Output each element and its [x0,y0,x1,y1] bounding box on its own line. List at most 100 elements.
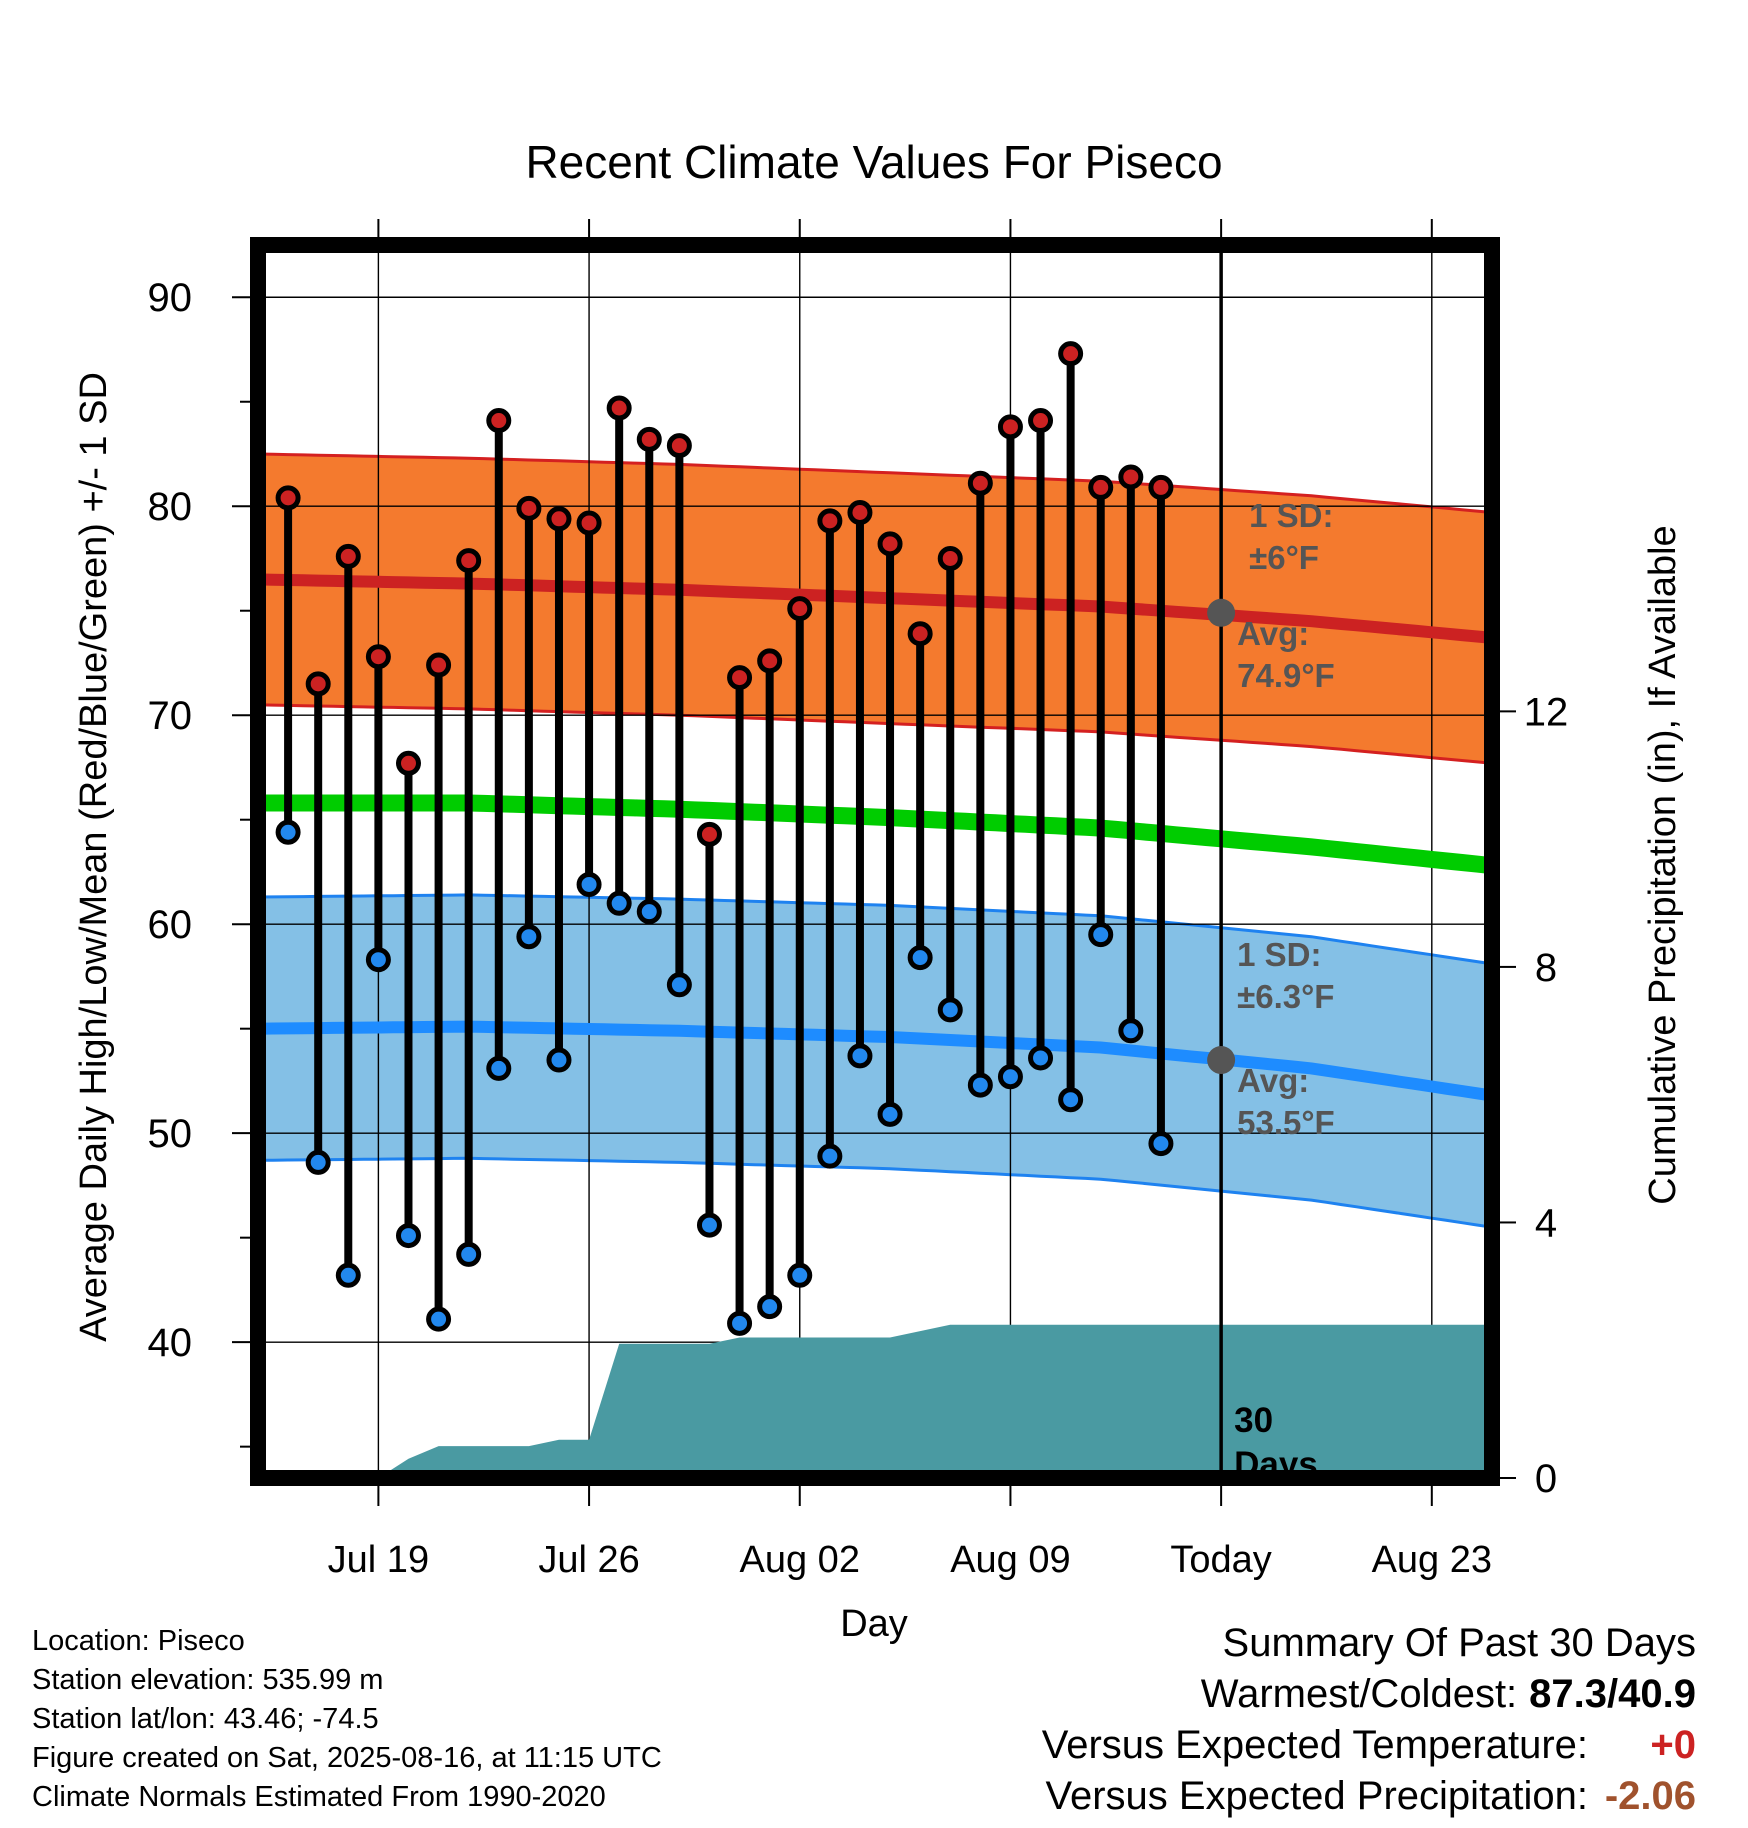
y2-tick-label: 0 [1535,1457,1557,1501]
high-point [1088,474,1114,500]
x-tick-label: Aug 02 [740,1539,860,1581]
low-point [907,945,933,971]
high-point [305,671,331,697]
low-sd-band [258,894,1492,1228]
temp-label: Versus Expected Temperature: [1041,1723,1588,1767]
precip-area [378,1324,1492,1478]
high-sd-label: 1 SD: [1249,497,1333,534]
chart-title: Recent Climate Values For Piseco [525,136,1222,188]
days-label: 30 [1234,1401,1273,1440]
low-point [787,1262,813,1288]
x-axis-label: Day [840,1603,908,1645]
high-point [426,652,452,678]
mean-normal-line [258,794,1493,875]
high-point [967,470,993,496]
high-point [907,621,933,647]
high-point [817,508,843,534]
high-point [456,548,482,574]
low-point [275,819,301,845]
low-point [516,924,542,950]
precip-value: -2.06 [1604,1774,1696,1818]
today-low-avg-marker [1207,1046,1236,1075]
plot-frame [250,237,1500,1486]
low-point [606,890,632,916]
precip-row: Versus Expected Precipitation: -2.06 [1042,1771,1696,1822]
high-avg-label: 74.9°F [1237,657,1335,694]
low-point [365,947,391,973]
low-point [335,1262,361,1288]
low-sd-label: 1 SD: [1237,936,1321,973]
low-point [486,1055,512,1081]
axes: 40 50 60 70 80 90 0 4 8 12 Jul 19 Jul 26 Aug 02 Aug 0… [148,219,1568,1581]
high-point [787,596,813,622]
y-tick-label: 50 [148,1112,193,1156]
low-point [1058,1087,1084,1113]
temp-row: Versus Expected Temperature: +0 [1042,1720,1696,1771]
y-tick-label: 70 [148,694,193,738]
low-point [395,1223,421,1249]
low-sd-lower-edge [257,1156,1493,1229]
low-normal-line [257,1020,1493,1102]
high-point [1118,464,1144,490]
y2-axis-label: Cumulative Precipitation (in), If Availa… [1642,525,1684,1204]
high-point [395,750,421,776]
low-sd-upper-edge [257,893,1493,966]
high-point [636,426,662,452]
y2-tick-label: 8 [1535,946,1557,990]
summary-panel: Summary Of Past 30 Days Warmest/Coldest:… [1042,1618,1696,1822]
elevation-text: Station elevation: 535.99 m [32,1664,384,1696]
high-point [1148,474,1174,500]
high-point [576,510,602,536]
x-tick-label: Today [1170,1539,1271,1581]
temp-value: +0 [1650,1723,1696,1767]
low-avg-label: 53.5°F [1237,1104,1335,1141]
high-point [606,395,632,421]
y-tick-label: 60 [148,903,193,947]
low-point [877,1101,903,1127]
low-point [727,1310,753,1336]
low-point [696,1212,722,1238]
high-sd-upper-edge [257,452,1493,514]
created-text: Figure created on Sat, 2025-08-16, at 11… [32,1742,662,1774]
high-point [516,495,542,521]
x-tick-label: Jul 26 [538,1539,639,1581]
low-point [666,972,692,998]
warm-cold-value: 87.3/40.9 [1529,1672,1696,1716]
high-point [1058,341,1084,367]
low-point [426,1306,452,1332]
low-point [937,997,963,1023]
y-axis-label: Average Daily High/Low/Mean (Red/Blue/Gr… [73,372,115,1342]
warm-cold-row: Warmest/Coldest: 87.3/40.9 [1042,1669,1696,1720]
high-normal-line [257,573,1493,644]
low-point [546,1047,572,1073]
x-tick-label: Jul 19 [328,1539,429,1581]
y-tick-label: 80 [148,485,193,529]
high-point [877,531,903,557]
low-point [1028,1045,1054,1071]
normal-bands [257,452,1493,1229]
high-point [997,414,1023,440]
annotations: 1 SD: ±6°F Avg: 74.9°F 1 SD: ±6.3°F Avg: 53.5°F… [1207,497,1335,1484]
precip-label: Versus Expected Precipitation: [1045,1774,1588,1818]
high-point [486,408,512,434]
low-point [1088,922,1114,948]
warm-cold-label: Warmest/Coldest: [1200,1672,1518,1716]
high-point [727,665,753,691]
y-tick-label: 90 [148,276,193,320]
low-sd-label: ±6.3°F [1237,978,1334,1015]
high-sd-band [258,454,1492,764]
low-point [847,1043,873,1069]
normals-text: Climate Normals Estimated From 1990-2020 [32,1781,606,1813]
low-avg-label: Avg: [1237,1062,1309,1099]
x-tick-label: Aug 23 [1372,1539,1492,1581]
high-avg-label: Avg: [1237,615,1309,652]
normal-lines [257,245,1493,1478]
daily-range-sticks [284,353,1165,1324]
high-point [335,543,361,569]
low-point [576,871,602,897]
low-point [636,899,662,925]
high-point [275,485,301,511]
low-point [817,1143,843,1169]
high-point [1028,408,1054,434]
